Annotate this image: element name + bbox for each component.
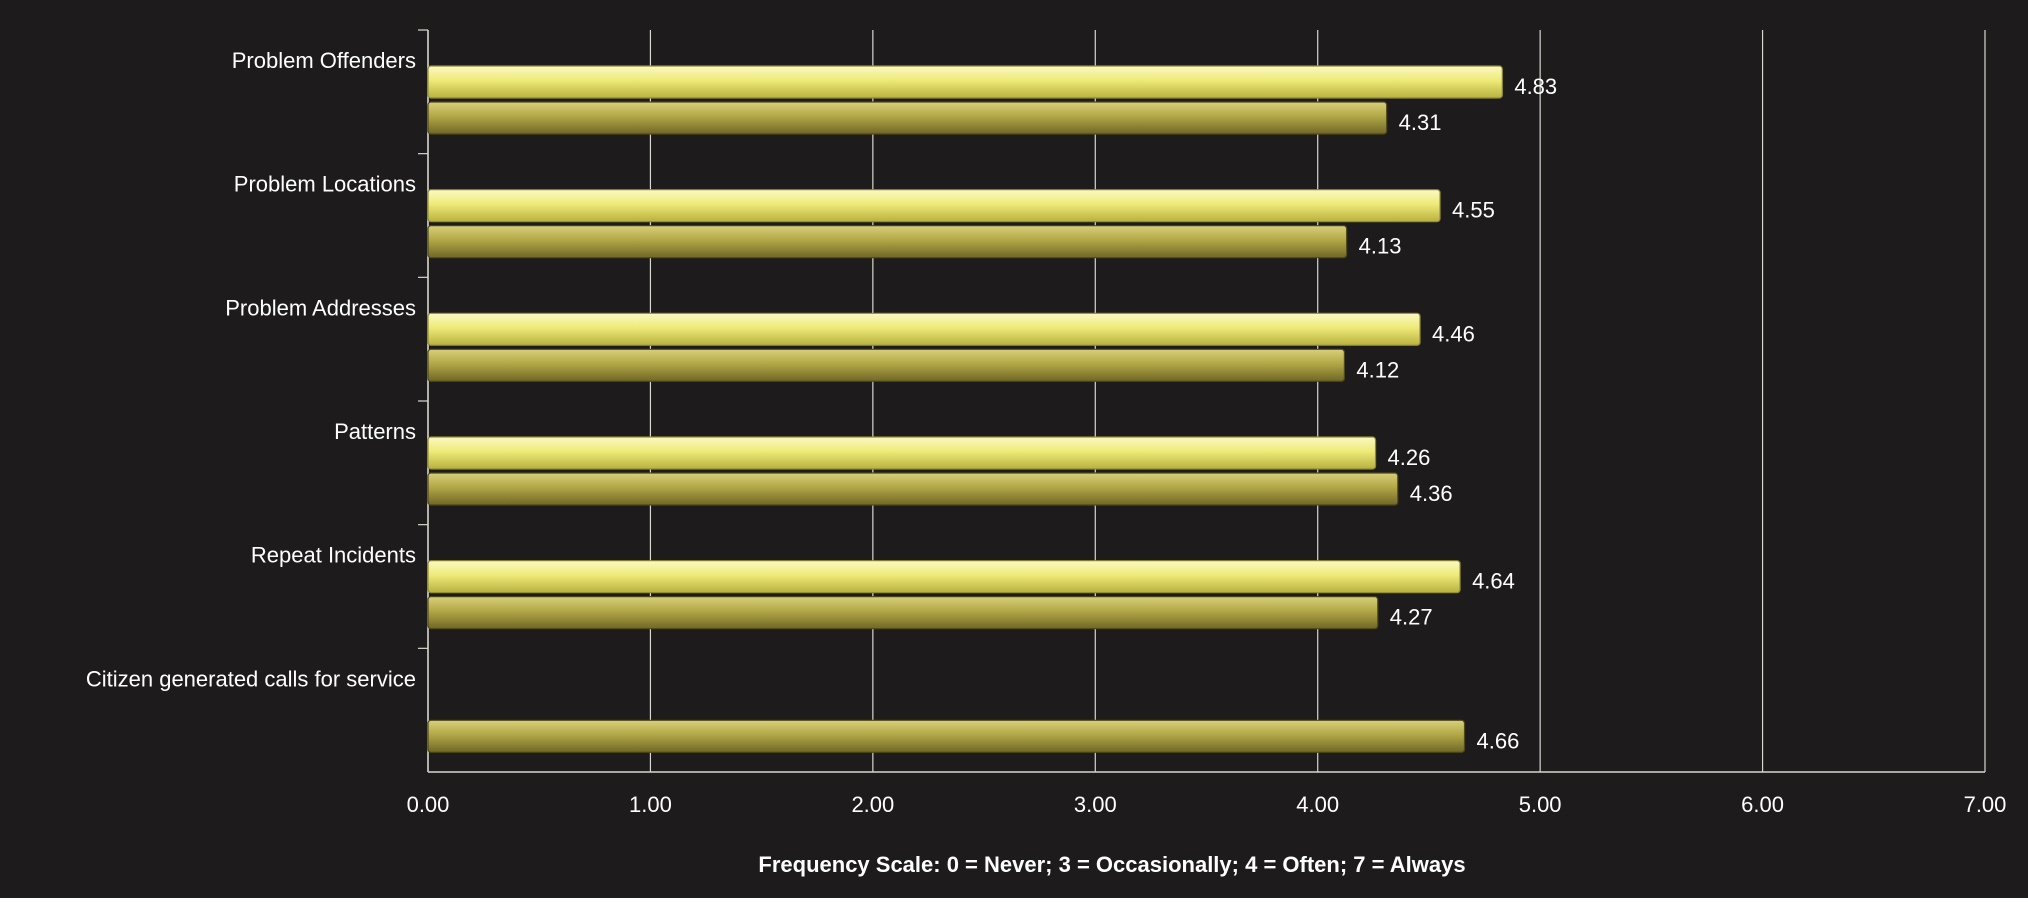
- x-tick-label: 7.00: [1964, 792, 2007, 817]
- bar: [427, 348, 1346, 382]
- x-tick-label: 3.00: [1074, 792, 1117, 817]
- bar: [427, 101, 1388, 135]
- bar: [427, 225, 1348, 259]
- x-tick-label: 4.00: [1296, 792, 1339, 817]
- bar: [427, 719, 1466, 753]
- bar: [427, 472, 1399, 506]
- bar: [427, 189, 1441, 223]
- x-tick-label: 1.00: [629, 792, 672, 817]
- data-label: 4.66: [1477, 728, 1520, 753]
- category-label: Patterns: [334, 419, 416, 444]
- data-label: 4.46: [1432, 321, 1475, 346]
- x-tick-label: 0.00: [407, 792, 450, 817]
- data-label: 4.13: [1359, 234, 1402, 259]
- data-label: 4.26: [1388, 445, 1431, 470]
- category-label: Citizen generated calls for service: [86, 666, 416, 691]
- data-label: 4.36: [1410, 481, 1453, 506]
- data-label: 4.64: [1472, 569, 1515, 594]
- labels: 0.00 1.00 2.00 3.00 4.00 5.00 6.00 7.00 Problem …: [86, 48, 2007, 817]
- category-label: Problem Offenders: [232, 48, 416, 73]
- x-tick-label: 5.00: [1519, 792, 1562, 817]
- x-tick-label: 6.00: [1741, 792, 1784, 817]
- category-label: Repeat Incidents: [251, 543, 416, 568]
- data-label: 4.27: [1390, 605, 1433, 630]
- x-tick-label: 2.00: [851, 792, 894, 817]
- data-label: 4.83: [1514, 74, 1557, 99]
- bars: [427, 65, 1503, 753]
- data-label: 4.55: [1452, 198, 1495, 223]
- bar: [427, 436, 1377, 470]
- data-label: 4.12: [1356, 357, 1399, 382]
- category-label: Problem Addresses: [225, 295, 416, 320]
- category-label: Problem Locations: [234, 172, 416, 197]
- bar: [427, 596, 1379, 630]
- grid: [418, 29, 1986, 773]
- bar: [427, 560, 1461, 594]
- bar: [427, 312, 1421, 346]
- x-axis-label: Frequency Scale: 0 = Never; 3 = Occasion…: [758, 852, 1465, 877]
- data-label: 4.31: [1399, 110, 1442, 135]
- bar: [427, 65, 1503, 99]
